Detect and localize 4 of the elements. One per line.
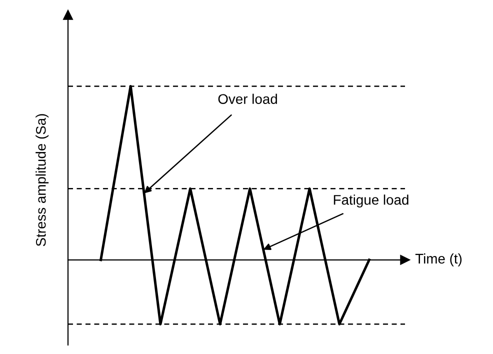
annotation: Fatigue load — [334, 194, 408, 208]
annotation: Over load — [218, 94, 277, 104]
y-axis-title: Stress amplitude (Sa) — [36, 114, 49, 246]
x-axis-title: Time (t) — [415, 253, 462, 266]
